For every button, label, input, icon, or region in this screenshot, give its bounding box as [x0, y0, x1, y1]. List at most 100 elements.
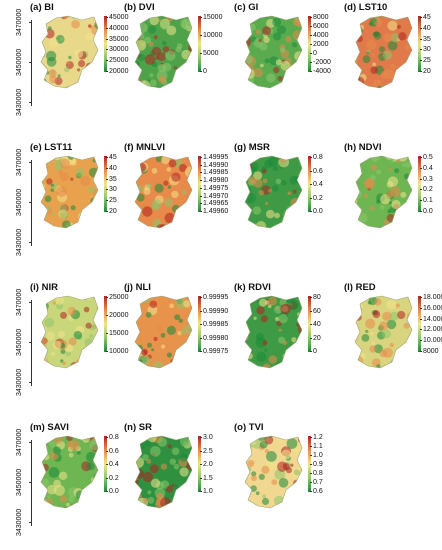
color-bar-tick-label: 60: [310, 307, 321, 315]
y-axis-tick-label: 3430000: [16, 508, 23, 536]
color-bar-tick-label: 0: [200, 68, 207, 75]
y-axis-tick: [29, 342, 32, 343]
panel-title: (f) MNLVI: [124, 142, 165, 153]
color-bar-tick-label: 0.9: [310, 461, 323, 468]
raster-map: [134, 435, 193, 509]
color-bar-tick-label: 35000: [105, 35, 129, 43]
y-axis-line: [31, 20, 32, 106]
color-bar-tick-label: 0.2: [106, 474, 119, 482]
raster-map: [134, 15, 193, 89]
color-bar: [104, 296, 107, 352]
color-bar-tick-label: 8000: [420, 348, 439, 355]
y-axis-tick-label: 3450000: [16, 328, 23, 356]
y-axis-tick: [29, 242, 32, 243]
panel-title: (c) GI: [234, 2, 259, 13]
raster-map: [40, 15, 99, 89]
panel-title: (o) TVI: [234, 422, 264, 433]
y-axis-tick: [29, 442, 32, 443]
y-axis-tick-label: 3470000: [16, 428, 23, 456]
color-bar-tick-label: 25000: [105, 57, 129, 65]
panel-title: (e) LST11: [30, 142, 73, 153]
color-bar-tick-label: 30000: [105, 46, 129, 54]
y-axis-line: [31, 160, 32, 246]
y-axis: 3470000 3450000 3430000: [16, 149, 34, 256]
color-bar-tick-label: 0: [310, 348, 317, 355]
color-bar-tick-label: -4000: [310, 68, 331, 75]
color-bar-tick-label: 3.0: [200, 434, 213, 441]
color-bar-tick-label: 0.2: [310, 194, 323, 202]
raster-map: [354, 155, 413, 229]
color-bar: [308, 436, 311, 492]
color-bar-tick-label: 0.6: [310, 488, 323, 495]
color-bar-tick-label: 1.0: [310, 452, 323, 459]
color-bar-tick-label: 0.4: [310, 181, 323, 188]
color-bar-tick-label: 0.99985: [199, 321, 229, 328]
color-bar: [198, 156, 201, 212]
color-bar-tick-label: 0.2: [420, 186, 433, 194]
y-axis-tick-label: 3470000: [16, 288, 23, 316]
color-bar-tick-label: 0.99975: [199, 348, 229, 355]
color-bar-tick-label: 4000: [310, 32, 329, 39]
color-bar: [308, 156, 311, 212]
color-bar-tick-label: 2000: [310, 41, 329, 48]
color-bar-tick-label: 40: [106, 164, 117, 172]
color-bar-tick-label: 1.49975: [199, 184, 229, 192]
map-panel: (f) MNLVI 1.49995 1.49990 1.49985 1.49980 1.4…: [118, 142, 228, 267]
color-bar-tick-label: 0.5: [420, 154, 433, 161]
color-bar-tick-label: 1.49960: [199, 208, 229, 215]
color-bar-tick-label: 1.49995: [199, 154, 229, 161]
color-bar-tick-label: 40: [420, 24, 431, 32]
color-bar-tick-label: 0.99980: [199, 334, 229, 342]
map-panel: (d) LST10 45 40 35 30 25 20: [338, 2, 442, 127]
raster-map: [134, 155, 193, 229]
color-bar-tick-label: 1.49985: [199, 169, 229, 177]
color-bar: [198, 16, 201, 72]
color-bar-tick-label: 20000: [105, 312, 129, 319]
color-bar-tick-label: 1.49990: [199, 161, 229, 169]
color-bar-tick-label: 10000: [199, 32, 223, 39]
color-bar: [418, 156, 421, 212]
color-bar-tick-label: 1.1: [310, 443, 323, 450]
raster-map: [244, 155, 303, 229]
color-bar-tick-label: 10000: [105, 348, 129, 355]
panel-title: (h) NDVI: [344, 142, 382, 153]
color-bar: [198, 436, 201, 492]
map-panel: (a) BI 45000 40000 35000 30000 25000 20000 3470…: [8, 2, 128, 127]
color-bar: [104, 156, 107, 212]
y-axis-tick: [29, 22, 32, 23]
color-bar-tick-label: 1.49970: [199, 192, 229, 200]
color-bar: [308, 296, 311, 352]
color-bar-tick-label: 0.6: [310, 167, 323, 175]
color-bar-tick-label: 14.000: [419, 316, 442, 323]
color-bar-tick-label: 0.0: [310, 208, 323, 215]
map-panel: (n) SR 3.0 2.5 2.0 1.5 1.0: [118, 422, 223, 547]
color-bar-tick-label: 80: [310, 294, 321, 301]
color-bar: [418, 16, 421, 72]
raster-map: [244, 15, 303, 89]
color-bar-tick-label: 0.8: [106, 434, 119, 441]
color-bar-tick-label: 12.000: [419, 326, 442, 333]
color-bar-tick-label: 0.4: [420, 164, 433, 172]
color-bar-tick-label: 40000: [105, 24, 129, 32]
y-axis-tick-label: 3430000: [16, 88, 23, 116]
color-bar-tick-label: 0.8: [310, 470, 323, 477]
raster-map: [354, 15, 413, 89]
color-bar-tick-label: 1.49980: [199, 177, 229, 185]
color-bar-tick-label: 0: [310, 50, 317, 57]
color-bar: [104, 436, 107, 492]
map-panel: (h) NDVI 0.5 0.4 0.3 0.2 0.1 0.0: [338, 142, 442, 267]
y-axis-tick: [29, 162, 32, 163]
color-bar-tick-label: 30: [106, 186, 117, 194]
color-bar-tick-label: 1.0: [200, 488, 213, 495]
map-panel: (k) RDVI 80 60 40 20 0: [228, 282, 333, 407]
color-bar-tick-label: 45: [420, 14, 431, 21]
y-axis-tick: [29, 382, 32, 383]
color-bar-tick-label: -2000: [310, 59, 331, 66]
panel-title: (n) SR: [124, 422, 152, 433]
y-axis-tick-label: 3450000: [16, 468, 23, 496]
color-bar-tick-label: 35: [420, 35, 431, 43]
y-axis-tick-label: 3430000: [16, 368, 23, 396]
color-bar-tick-label: 0.1: [420, 197, 433, 205]
y-axis-tick: [29, 522, 32, 523]
raster-map: [40, 155, 99, 229]
